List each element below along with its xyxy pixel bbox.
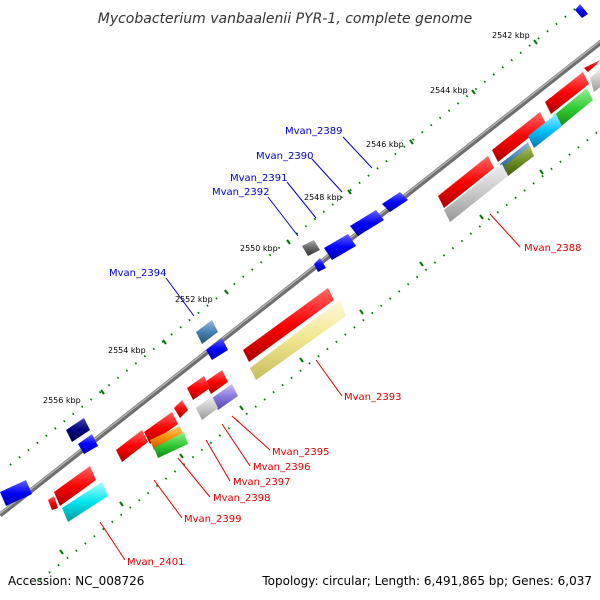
accession-text: Accession: NC_008726	[8, 574, 144, 588]
gene-feature-mvan-2401	[54, 466, 96, 506]
forward-strand-genes	[0, 4, 588, 506]
gene-feature-mvan-2388	[438, 156, 494, 208]
gene-label-mvan-2392: Mvan_2392	[212, 187, 269, 198]
gene-feature-mvan-2399	[116, 430, 148, 462]
gene-feature	[0, 480, 32, 506]
gene-feature-mvan-2393	[243, 288, 334, 362]
gene-label-mvan-2389: Mvan_2389	[285, 126, 342, 137]
gene-feature	[62, 482, 108, 522]
gene-label-mvan-2399: Mvan_2399	[184, 514, 241, 525]
gene-feature	[196, 396, 218, 420]
major-ticks-outer	[100, 39, 538, 395]
gene-feature	[590, 69, 600, 92]
scale-arc-inner	[39, 129, 600, 581]
scale-label-2542: 2542 kbp	[492, 31, 530, 40]
gene-feature-mvan-2394	[196, 320, 218, 344]
scale-label-2546: 2546 kbp	[366, 140, 404, 149]
gene-label-mvan-2391: Mvan_2391	[230, 173, 287, 184]
gene-feature	[154, 432, 188, 458]
gene-feature	[48, 496, 58, 510]
gene-feature	[584, 60, 600, 72]
gene-label-mvan-2398: Mvan_2398	[213, 493, 270, 504]
gene-feature	[150, 426, 184, 450]
scale-label-2548: 2548 kbp	[304, 193, 342, 202]
gene-label-mvan-2395: Mvan_2395	[272, 447, 329, 458]
genome-summary-text: Topology: circular; Length: 6,491,865 bp…	[261, 574, 592, 588]
gene-label-mvan-2397: Mvan_2397	[233, 477, 290, 488]
gene-feature-mvan-2391	[324, 234, 356, 260]
gene-feature	[187, 376, 210, 400]
gene-feature-mvan-2395	[205, 370, 228, 394]
scale-label-2550: 2550 kbp	[240, 244, 278, 253]
reverse-gene-labels: Mvan_2388 Mvan_2393 Mvan_2395 Mvan_2396 …	[127, 243, 581, 568]
gene-feature	[206, 338, 228, 360]
gene-feature	[545, 72, 589, 114]
scale-label-2554: 2554 kbp	[108, 346, 146, 355]
gene-feature-mvan-2389	[382, 192, 408, 212]
gene-feature-mvan-2397	[174, 400, 188, 418]
scale-labels: 2542 kbp 2544 kbp 2546 kbp 2548 kbp 2550…	[43, 31, 530, 405]
genome-backbone	[0, 39, 600, 517]
scale-label-2552: 2552 kbp	[175, 295, 213, 304]
gene-label-mvan-2394: Mvan_2394	[109, 268, 166, 279]
scale-label-2556: 2556 kbp	[43, 396, 81, 405]
gene-label-mvan-2390: Mvan_2390	[256, 151, 313, 162]
genome-backbone-highlight	[0, 40, 600, 515]
gene-feature-mvan-2390	[350, 210, 384, 236]
gene-feature	[314, 258, 326, 272]
gene-feature-mvan-2392	[302, 240, 320, 256]
forward-gene-labels: Mvan_2389 Mvan_2390 Mvan_2391 Mvan_2392 …	[109, 126, 342, 279]
reverse-strand-genes	[48, 60, 600, 522]
scale-label-2544: 2544 kbp	[430, 86, 468, 95]
gene-feature	[444, 164, 508, 222]
gene-feature	[504, 146, 534, 176]
gene-label-mvan-2396: Mvan_2396	[253, 462, 310, 473]
major-ticks-inner	[59, 169, 544, 555]
map-title: Mycobacterium vanbaalenii PYR-1, complet…	[98, 11, 473, 27]
gene-label-mvan-2393: Mvan_2393	[344, 392, 401, 403]
gene-feature	[250, 300, 346, 380]
gene-feature	[492, 112, 546, 162]
gene-feature	[66, 418, 90, 442]
gene-label-mvan-2401: Mvan_2401	[127, 557, 184, 568]
reverse-leader-lines	[99, 213, 521, 561]
gene-feature	[528, 114, 562, 148]
gene-feature-mvan-2398	[144, 412, 178, 444]
gene-label-mvan-2388: Mvan_2388	[524, 243, 581, 254]
gene-feature	[78, 434, 98, 454]
gene-feature	[575, 4, 588, 18]
scale-arc-outer	[9, 4, 581, 466]
gene-feature	[553, 88, 593, 128]
gene-feature-mvan-2396	[212, 384, 238, 410]
forward-leader-lines	[165, 136, 373, 317]
